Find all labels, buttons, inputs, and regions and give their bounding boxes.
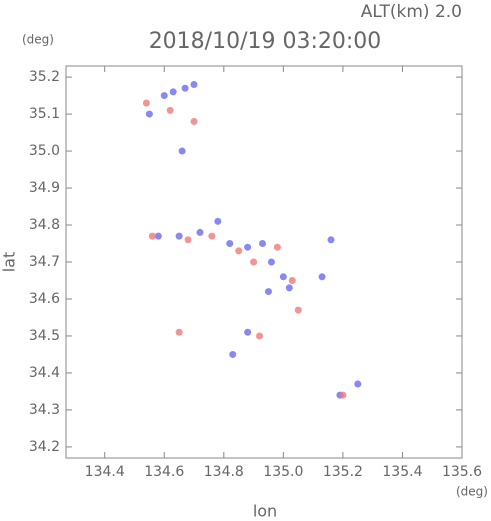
echo-point (190, 80, 198, 88)
y-tick-label: 34.2 (29, 439, 60, 455)
x-tick-label: 134.6 (144, 464, 184, 480)
echo-point (327, 236, 335, 244)
y-tick-label: 34.8 (29, 217, 60, 233)
echo-point (184, 236, 192, 244)
echo-point (214, 217, 222, 225)
x-tick-label: 134.4 (85, 464, 125, 480)
echo-point (244, 243, 252, 251)
echo-point (259, 240, 267, 248)
echo-point (354, 380, 362, 388)
echo-point (148, 232, 156, 240)
y-tick-label: 35.1 (29, 106, 60, 122)
y-tick-label: 35.2 (29, 69, 60, 85)
echo-point (175, 328, 183, 336)
echo-point (181, 84, 189, 92)
echo-point (178, 147, 186, 155)
echo-point (244, 328, 252, 336)
echo-point (264, 288, 272, 296)
echo-point (235, 247, 243, 255)
y-tick-label: 34.7 (29, 254, 60, 270)
x-axis-label: lon (253, 502, 277, 521)
echo-point (318, 273, 326, 281)
echo-point (208, 232, 216, 240)
echo-point (196, 228, 204, 236)
y-tick-label: 34.6 (29, 291, 60, 307)
y-axis-label: lat (0, 252, 19, 273)
echo-point (169, 88, 177, 96)
echo-point (160, 92, 168, 100)
x-tick-label: 135.0 (263, 464, 303, 480)
chart-title: 2018/10/19 03:20:00 (149, 29, 382, 54)
x-tick-label: 135.4 (382, 464, 422, 480)
y-tick-label: 34.5 (29, 328, 60, 344)
x-tick-label: 134.8 (204, 464, 244, 480)
echo-point (145, 110, 153, 118)
y-tick-label: 34.3 (29, 402, 60, 418)
y-tick-label: 35.0 (29, 143, 60, 159)
echo-point (154, 232, 162, 240)
echo-point (285, 284, 293, 292)
x-unit: (deg) (456, 485, 488, 499)
echo-point (226, 240, 234, 248)
echo-point (166, 106, 174, 114)
y-unit: (deg) (22, 33, 54, 47)
x-tick-label: 135.2 (323, 464, 363, 480)
echo-point (229, 350, 237, 358)
echo-point (279, 273, 287, 281)
echo-point (339, 391, 347, 399)
y-tick-label: 34.4 (29, 365, 60, 381)
echo-point (256, 332, 264, 340)
annotation: ALT(km) 2.0 (361, 2, 462, 22)
echo-point (288, 276, 296, 284)
echo-point (267, 258, 275, 266)
plot-frame (65, 65, 463, 459)
echo-point (142, 99, 150, 107)
echo-point (190, 117, 198, 125)
y-tick-label: 34.9 (29, 180, 60, 196)
echo-point (175, 232, 183, 240)
x-tick-label: 135.6 (442, 464, 482, 480)
echo-point (294, 306, 302, 314)
echo-point (250, 258, 258, 266)
echo-point (273, 243, 281, 251)
